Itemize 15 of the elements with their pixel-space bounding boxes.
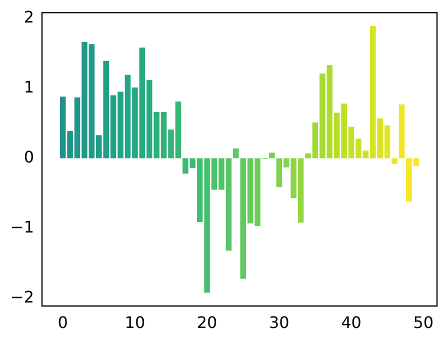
bar — [233, 148, 239, 158]
y-tick-label: 2 — [24, 7, 34, 26]
bar — [269, 152, 275, 158]
x-tick-label: 40 — [341, 312, 362, 332]
y-tick-label: −1 — [10, 217, 34, 236]
y-tick-label: 1 — [24, 77, 34, 96]
x-tick-label: 50 — [413, 312, 434, 332]
x-tick-label: 30 — [268, 312, 290, 332]
bar — [398, 104, 405, 158]
x-tick-label: 20 — [196, 312, 218, 332]
y-tick-label: −2 — [10, 287, 34, 306]
y-tick-label: 0 — [24, 147, 34, 166]
x-tick-label: 10 — [124, 312, 146, 332]
bar — [392, 158, 398, 164]
x-tick-label: 0 — [58, 312, 68, 332]
